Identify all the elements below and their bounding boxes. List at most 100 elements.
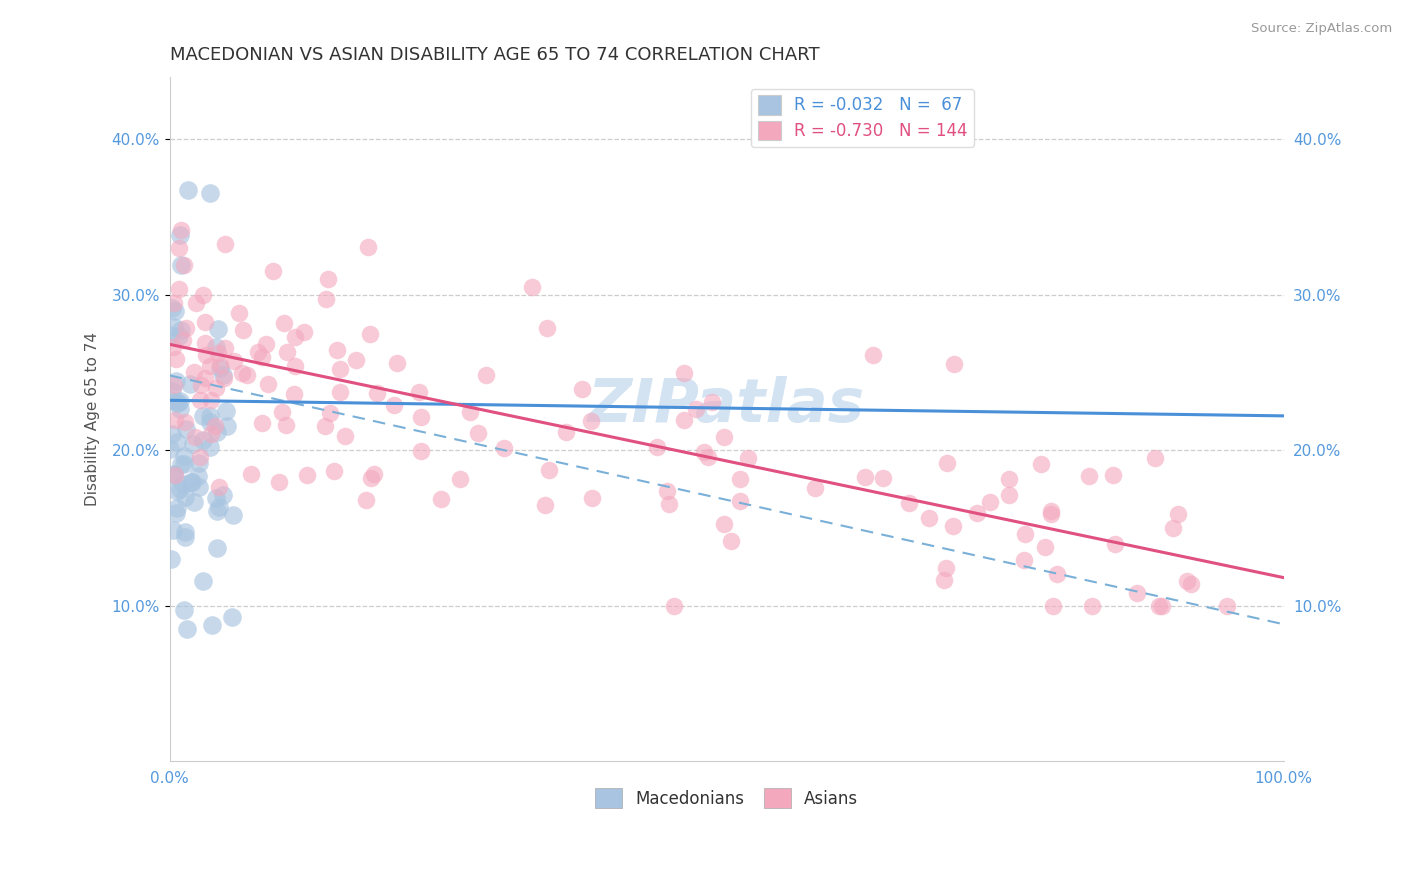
Point	[494, 441, 516, 455]
Point	[1033, 540, 1056, 554]
Point	[159, 551, 181, 566]
Point	[1126, 586, 1149, 600]
Point	[170, 458, 193, 472]
Point	[269, 475, 291, 490]
Point	[180, 475, 202, 490]
Point	[208, 480, 231, 494]
Point	[183, 495, 205, 509]
Point	[645, 440, 668, 454]
Point	[194, 335, 217, 350]
Point	[162, 301, 184, 316]
Point	[188, 450, 211, 464]
Point	[898, 496, 921, 510]
Point	[730, 472, 752, 486]
Point	[207, 346, 229, 360]
Point	[167, 282, 190, 296]
Point	[274, 418, 297, 433]
Point	[935, 560, 957, 574]
Point	[803, 481, 825, 495]
Point	[662, 599, 685, 613]
Point	[254, 337, 277, 351]
Point	[360, 471, 382, 485]
Point	[329, 385, 352, 400]
Point	[1149, 599, 1171, 613]
Point	[173, 258, 195, 272]
Point	[408, 384, 430, 399]
Point	[222, 508, 245, 523]
Point	[169, 227, 191, 242]
Point	[673, 413, 696, 427]
Point	[1046, 566, 1069, 581]
Point	[167, 328, 190, 343]
Point	[385, 356, 408, 370]
Point	[167, 241, 190, 255]
Point	[205, 381, 228, 395]
Point	[163, 467, 186, 482]
Point	[205, 541, 228, 555]
Point	[198, 415, 221, 429]
Point	[256, 377, 278, 392]
Point	[1167, 507, 1189, 521]
Point	[169, 402, 191, 417]
Legend: Macedonians, Asians: Macedonians, Asians	[588, 781, 865, 814]
Point	[252, 417, 274, 431]
Point	[221, 610, 243, 624]
Point	[1081, 599, 1104, 613]
Point	[581, 491, 603, 505]
Point	[581, 414, 603, 428]
Point	[174, 320, 197, 334]
Point	[191, 409, 214, 423]
Point	[188, 393, 211, 408]
Point	[522, 280, 544, 294]
Point	[713, 430, 735, 444]
Point	[284, 330, 307, 344]
Point	[187, 469, 209, 483]
Point	[208, 500, 231, 514]
Point	[283, 386, 305, 401]
Point	[181, 437, 204, 451]
Point	[1040, 508, 1063, 522]
Point	[357, 240, 380, 254]
Point	[200, 427, 222, 442]
Point	[159, 442, 181, 456]
Text: ZIPatlas: ZIPatlas	[588, 376, 865, 434]
Point	[205, 425, 228, 440]
Point	[329, 362, 352, 376]
Point	[1102, 467, 1125, 482]
Point	[166, 435, 188, 450]
Point	[222, 354, 245, 368]
Point	[474, 368, 496, 383]
Point	[1104, 537, 1126, 551]
Point	[176, 422, 198, 436]
Point	[319, 406, 342, 420]
Point	[1152, 599, 1174, 613]
Point	[942, 519, 965, 533]
Point	[183, 430, 205, 444]
Point	[658, 498, 681, 512]
Point	[183, 365, 205, 379]
Point	[215, 404, 238, 418]
Point	[165, 375, 187, 389]
Point	[166, 484, 188, 499]
Point	[198, 359, 221, 373]
Point	[239, 467, 262, 481]
Point	[174, 415, 197, 429]
Point	[246, 345, 269, 359]
Point	[1161, 521, 1184, 535]
Point	[232, 323, 254, 337]
Point	[1014, 526, 1036, 541]
Point	[449, 472, 471, 486]
Point	[344, 352, 367, 367]
Point	[997, 472, 1019, 486]
Point	[163, 467, 186, 482]
Point	[205, 503, 228, 517]
Point	[214, 236, 236, 251]
Point	[204, 340, 226, 354]
Point	[174, 490, 197, 504]
Point	[700, 395, 723, 409]
Point	[273, 316, 295, 330]
Point	[167, 396, 190, 410]
Point	[276, 344, 298, 359]
Point	[163, 304, 186, 318]
Point	[165, 352, 187, 367]
